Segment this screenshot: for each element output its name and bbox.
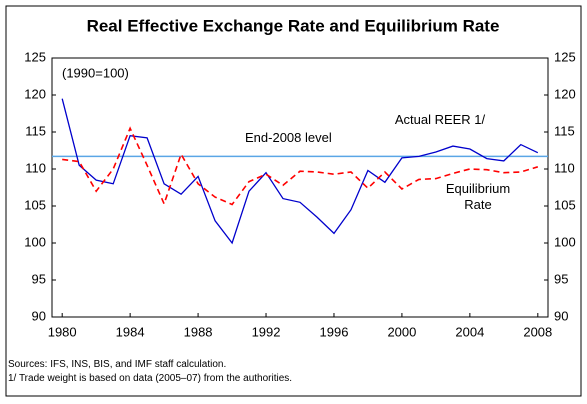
y-tick-label: 125: [24, 49, 46, 64]
source-note: Sources: IFS, INS, BIS, and IMF staff ca…: [8, 359, 227, 370]
y2-tick-label: 125: [554, 49, 576, 64]
y2-tick-label: 120: [554, 86, 576, 101]
y2-tick-label: 90: [554, 308, 568, 323]
chart-title: Real Effective Exchange Rate and Equilib…: [87, 16, 500, 35]
y2-tick-label: 95: [554, 271, 568, 286]
reference-label: End-2008 level: [245, 130, 332, 145]
y-tick-label: 115: [25, 123, 46, 138]
x-tick-label: 2000: [387, 324, 416, 339]
x-tick-label: 1988: [184, 324, 213, 339]
y-tick-label: 120: [24, 86, 46, 101]
footnote: 1/ Trade weight is based on data (2005–0…: [8, 373, 293, 384]
plot-area: [51, 57, 549, 318]
y-tick-label: 100: [24, 234, 46, 249]
y-tick-label: 90: [32, 308, 46, 323]
x-tick-label: 1992: [252, 324, 281, 339]
annotation: (1990=100): [62, 65, 129, 80]
y2-tick-label: 115: [554, 123, 575, 138]
y2-tick-label: 100: [554, 234, 576, 249]
x-tick-label: 2008: [523, 324, 552, 339]
y2-tick-label: 110: [554, 160, 575, 175]
y-tick-label: 110: [25, 160, 46, 175]
x-tick-label: 1980: [48, 324, 77, 339]
x-tick-label: 1996: [320, 324, 349, 339]
y-tick-label: 105: [24, 197, 46, 212]
x-tick-label: 2004: [455, 324, 484, 339]
frame: [5, 5, 582, 397]
series-line: [62, 126, 539, 206]
series-label: Actual REER 1/: [394, 112, 486, 127]
y-tick-label: 95: [32, 271, 46, 286]
x-tick-label: 1984: [116, 324, 145, 339]
y2-tick-label: 105: [554, 197, 576, 212]
series-line: [61, 98, 539, 245]
series-label: Equilibrium Rate: [445, 181, 511, 212]
